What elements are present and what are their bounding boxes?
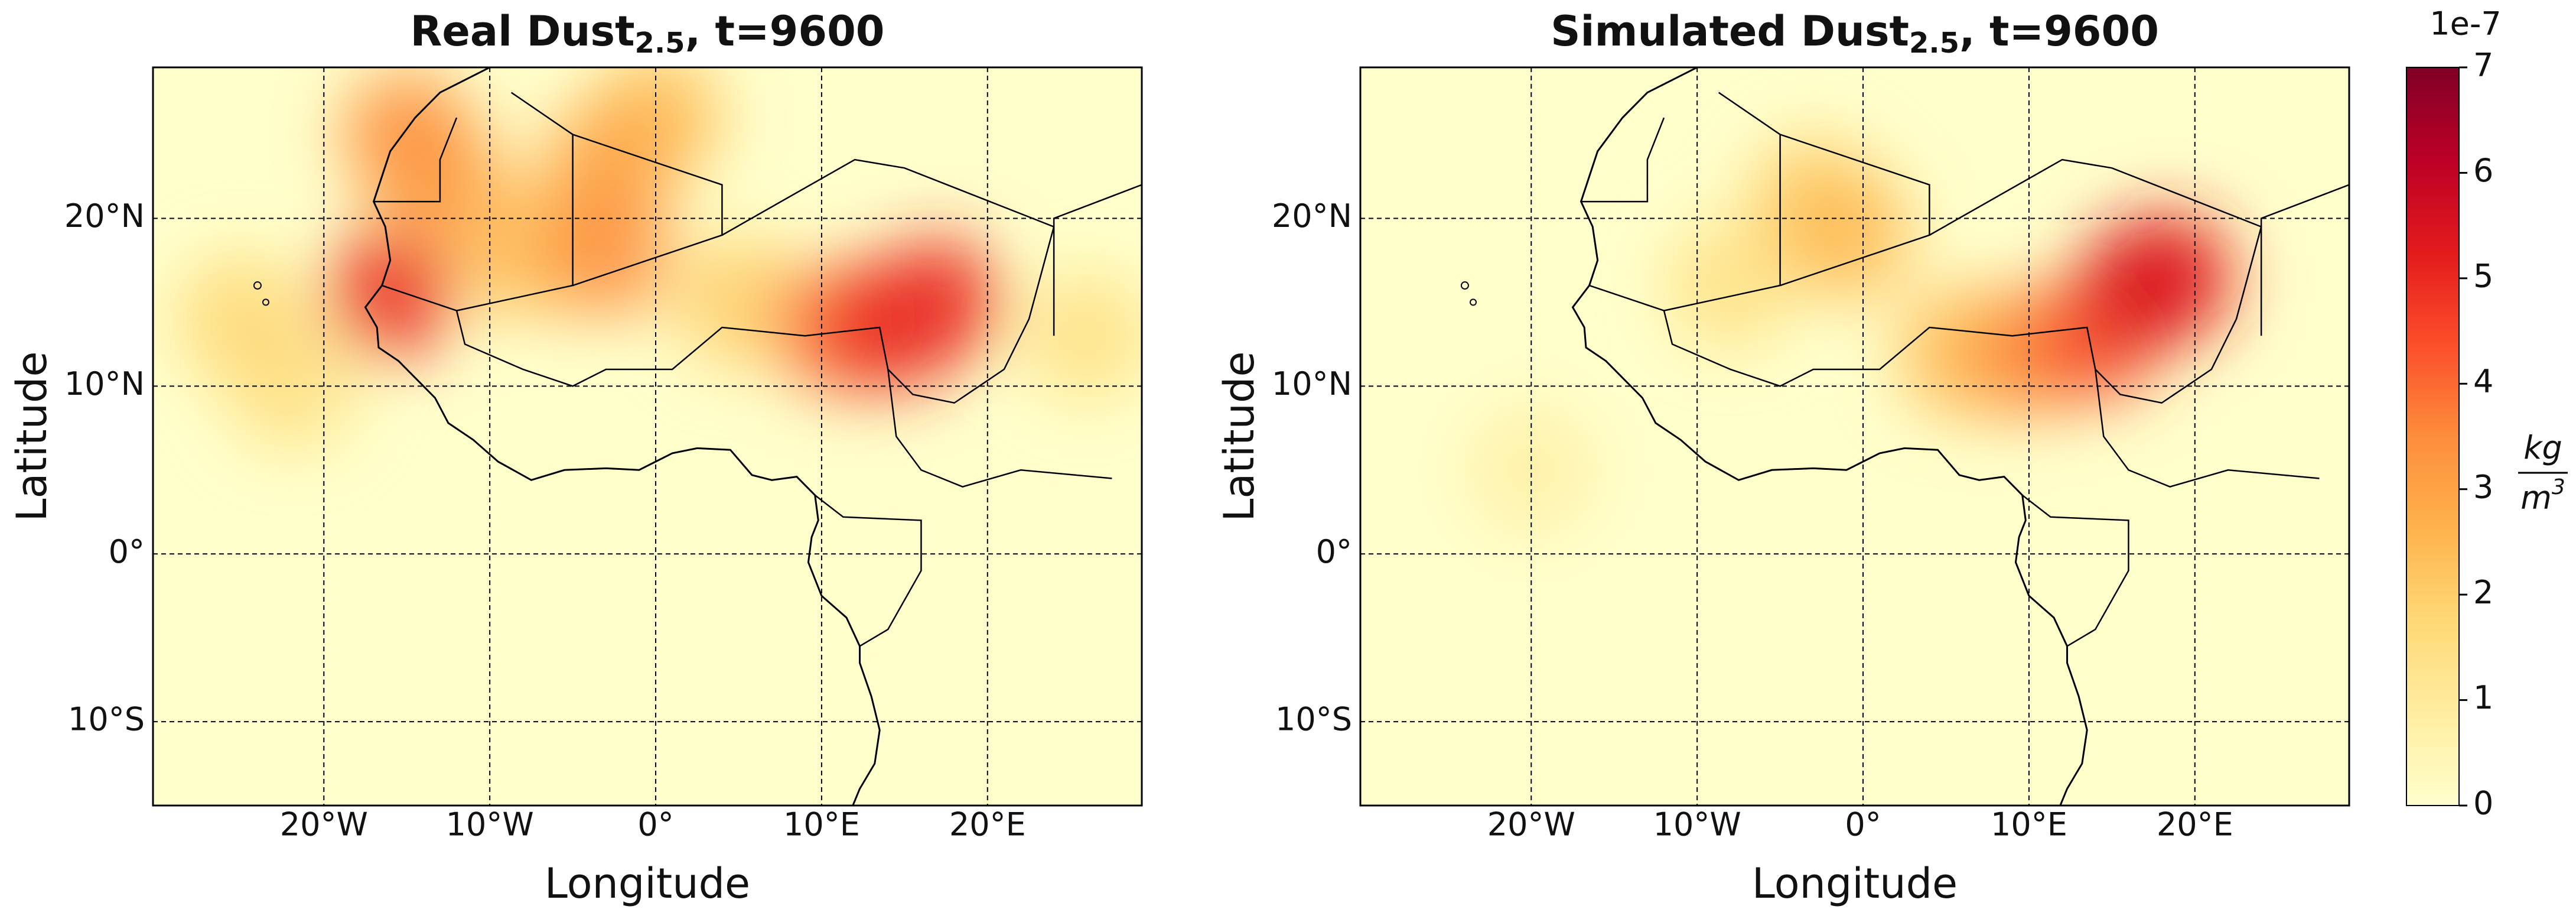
y-tick-label: 0° [109, 533, 145, 570]
unit-exponent: 3 [2552, 475, 2565, 499]
x-axis-label: Longitude [545, 859, 750, 908]
x-tick-label: 10°E [1991, 806, 2067, 843]
colorbar-scale: 1e-7 [2430, 5, 2501, 43]
x-tick-label: 10°W [1653, 806, 1741, 843]
border [382, 226, 1055, 404]
title-suffix: , t=9600 [685, 7, 885, 56]
map-frame [1359, 66, 2350, 807]
unit-denominator: m3 [2520, 475, 2565, 517]
x-tick-label: 0° [1845, 806, 1881, 843]
colorbar-tick-label: 1 [2473, 679, 2493, 716]
unit-base: m [2520, 479, 2552, 517]
x-tick-label: 10°W [446, 806, 534, 843]
border [1663, 92, 1781, 311]
title-subscript: 2.5 [635, 27, 685, 60]
colorbar-tick-label: 6 [2473, 152, 2493, 189]
y-tick-label: 20°N [64, 197, 145, 235]
chart-title: Real Dust2.5, t=9600 [411, 7, 885, 60]
border [721, 158, 1055, 336]
unit-numerator: kg [2523, 430, 2562, 467]
x-tick-label: 20°E [949, 806, 1026, 843]
colorbar-tick-label: 2 [2473, 574, 2493, 611]
dust-hotspot [325, 229, 455, 359]
dust-hotspot [1781, 170, 1911, 300]
dust-hotspot [872, 237, 1003, 368]
island [1469, 298, 1477, 306]
y-tick-label: 10°N [64, 365, 145, 402]
dust-hotspot [1665, 220, 1796, 351]
y-axis-label: Latitude [8, 351, 56, 521]
x-axis-label: Longitude [1752, 859, 1958, 908]
border [814, 494, 922, 647]
coastline [1571, 67, 2088, 806]
island [1460, 281, 1469, 290]
coastline [364, 67, 881, 806]
border [1581, 117, 1665, 203]
border [1589, 226, 2262, 404]
coastlines [364, 67, 1142, 806]
border [2260, 184, 2349, 227]
border [373, 117, 458, 203]
dust-hotspot [175, 254, 306, 384]
colorbar-tick-label: 5 [2473, 257, 2493, 294]
y-tick-label: 10°N [1272, 365, 1352, 402]
colorbar [2406, 67, 2460, 806]
y-tick-label: 20°N [1272, 197, 1352, 235]
island [262, 298, 269, 306]
title-suffix: , t=9600 [1959, 7, 2159, 56]
chart-title: Simulated Dust2.5, t=9600 [1551, 7, 2159, 60]
dust-hotspot [1022, 271, 1142, 401]
border [887, 369, 1112, 488]
coastlines [1571, 67, 2349, 806]
x-tick-label: 20°E [2157, 806, 2233, 843]
border [572, 134, 723, 287]
title-text: Real Dust [411, 7, 635, 56]
colorbar-tick-label: 0 [2473, 785, 2493, 822]
y-tick-label: 10°S [1275, 701, 1352, 738]
border [456, 92, 574, 311]
title-text: Simulated Dust [1551, 7, 1909, 56]
dust-hotspot [1466, 405, 1597, 535]
title-subscript: 2.5 [1909, 27, 1959, 60]
colorbar-tick-label: 3 [2473, 468, 2493, 505]
colorbar-tick-label: 7 [2473, 47, 2493, 84]
x-tick-label: 20°W [280, 806, 368, 843]
border [1780, 134, 1930, 287]
x-tick-label: 0° [637, 806, 673, 843]
border [1053, 184, 1142, 227]
border [2095, 369, 2320, 488]
dust-hotspot [673, 237, 804, 368]
heat-layer [1466, 137, 2235, 535]
colorbar-tick-label: 4 [2473, 363, 2493, 400]
border [2021, 494, 2129, 647]
island [253, 281, 262, 290]
y-tick-label: 0° [1316, 533, 1352, 570]
dust-hotspot [540, 187, 671, 317]
map-frame [152, 66, 1143, 807]
x-tick-label: 20°W [1487, 806, 1575, 843]
x-tick-label: 10°E [783, 806, 860, 843]
dust-hotspot [2080, 220, 2210, 351]
y-axis-label: Latitude [1215, 351, 1263, 521]
border [1929, 158, 2262, 336]
y-tick-label: 10°S [68, 701, 145, 738]
dust-hotspot [341, 69, 472, 200]
